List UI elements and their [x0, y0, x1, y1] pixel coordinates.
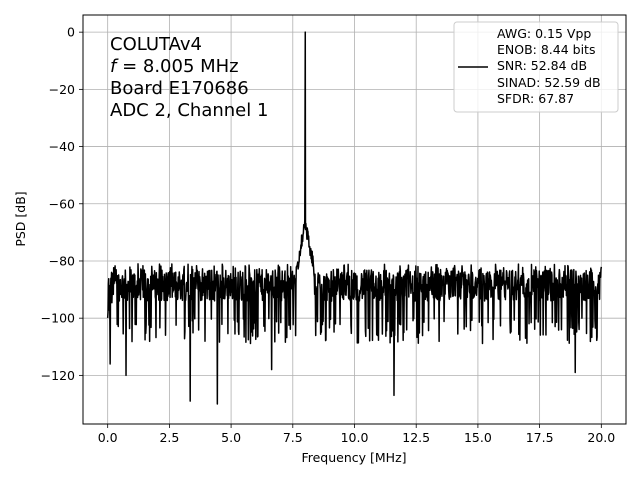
annotation-frequency-value: = 8.005 MHz [116, 56, 238, 77]
annotation-text: COLUTAv4 f = 8.005 MHz Board E170686 ADC… [110, 34, 268, 121]
x-tick-label: 5.0 [221, 430, 241, 445]
annotation-line-2: f = 8.005 MHz [110, 56, 239, 77]
legend-line-2: ENOB: 8.44 bits [497, 42, 595, 57]
y-axis-label: PSD [dB] [13, 191, 28, 246]
x-tick-label: 0.0 [98, 430, 118, 445]
y-tick-label: −60 [49, 196, 75, 211]
psd-series-line [106, 31, 603, 405]
y-tick-label: −40 [49, 139, 75, 154]
x-tick-label: 12.5 [402, 430, 430, 445]
x-tick-label: 17.5 [526, 430, 554, 445]
legend-line-5: SFDR: 67.87 [497, 91, 574, 106]
annotation-line-3: Board E170686 [110, 78, 249, 99]
legend-line-4: SINAD: 52.59 dB [497, 75, 601, 90]
y-tick-label: −120 [41, 368, 75, 383]
x-axis-ticks: 0.0 2.5 5.0 7.5 10.0 12.5 15.0 17.5 20.0 [98, 424, 615, 445]
y-tick-label: 0 [67, 25, 75, 40]
x-tick-label: 20.0 [587, 430, 615, 445]
y-axis-ticks: 0 −20 −40 −60 −80 −100 −120 [41, 25, 83, 383]
legend-line-1: AWG: 0.15 Vpp [497, 26, 591, 41]
y-tick-label: −80 [49, 253, 75, 268]
y-tick-label: −20 [49, 82, 75, 97]
legend: AWG: 0.15 Vpp ENOB: 8.44 bits SNR: 52.84… [453, 21, 619, 113]
y-tick-label: −100 [41, 311, 75, 326]
annotation-line-1: COLUTAv4 [110, 34, 202, 55]
plot-area [106, 31, 603, 405]
x-tick-label: 2.5 [159, 430, 179, 445]
x-tick-label: 10.0 [341, 430, 369, 445]
legend-line-3: SNR: 52.84 dB [497, 58, 587, 73]
annotation-frequency-symbol: f [110, 56, 119, 77]
x-tick-label: 15.0 [464, 430, 492, 445]
annotation-line-4: ADC 2, Channel 1 [110, 100, 268, 121]
x-axis-label: Frequency [MHz] [301, 450, 406, 465]
x-tick-label: 7.5 [283, 430, 303, 445]
legend-box [453, 21, 619, 113]
